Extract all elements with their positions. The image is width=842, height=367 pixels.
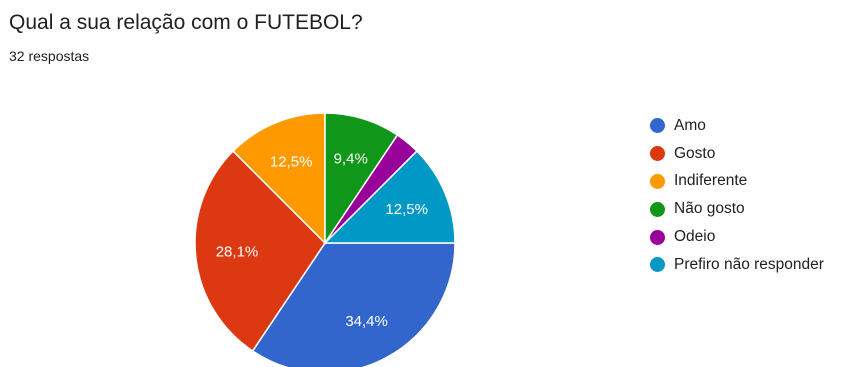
pie-slice-1[interactable] (194, 150, 326, 353)
legend-item-3[interactable]: Não gosto (650, 195, 824, 223)
legend-label: Prefiro não responder (674, 255, 824, 273)
legend-swatch-icon (650, 118, 665, 134)
legend-swatch-icon (650, 201, 665, 217)
legend-swatch-icon (650, 229, 665, 245)
legend-item-4[interactable]: Odeio (650, 223, 824, 251)
pie-slice-3[interactable] (324, 112, 399, 246)
legend-label: Indiferente (674, 172, 748, 190)
slice-label-0: 34,4% (345, 313, 388, 330)
legend-swatch-icon (650, 257, 665, 273)
legend-label: Não gosto (674, 200, 745, 218)
legend-swatch-icon (650, 173, 665, 189)
slice-label-3: 9,4% (334, 150, 368, 167)
slice-label-5: 12,5% (385, 201, 428, 218)
slice-label-1: 28,1% (216, 244, 259, 261)
legend-item-2[interactable]: Indiferente (650, 168, 824, 196)
chart-legend: Amo Gosto Indiferente Não gosto Odeio Prefiro… (650, 112, 824, 279)
legend-label: Gosto (674, 144, 716, 162)
legend-label: Amo (674, 116, 706, 134)
pie-slice-5[interactable] (323, 150, 456, 244)
legend-label: Odeio (674, 228, 716, 246)
legend-item-5[interactable]: Prefiro não responder (650, 251, 824, 279)
legend-swatch-icon (650, 146, 665, 162)
question-title: Qual a sua relação com o FUTEBOL? (9, 11, 363, 34)
legend-item-1[interactable]: Gosto (650, 140, 824, 168)
pie-slice-2[interactable] (232, 112, 326, 245)
legend-item-0[interactable]: Amo (650, 112, 824, 140)
pie-slice-0[interactable] (251, 242, 456, 367)
response-count: 32 respostas (9, 48, 90, 64)
slice-label-2: 12,5% (270, 153, 313, 170)
